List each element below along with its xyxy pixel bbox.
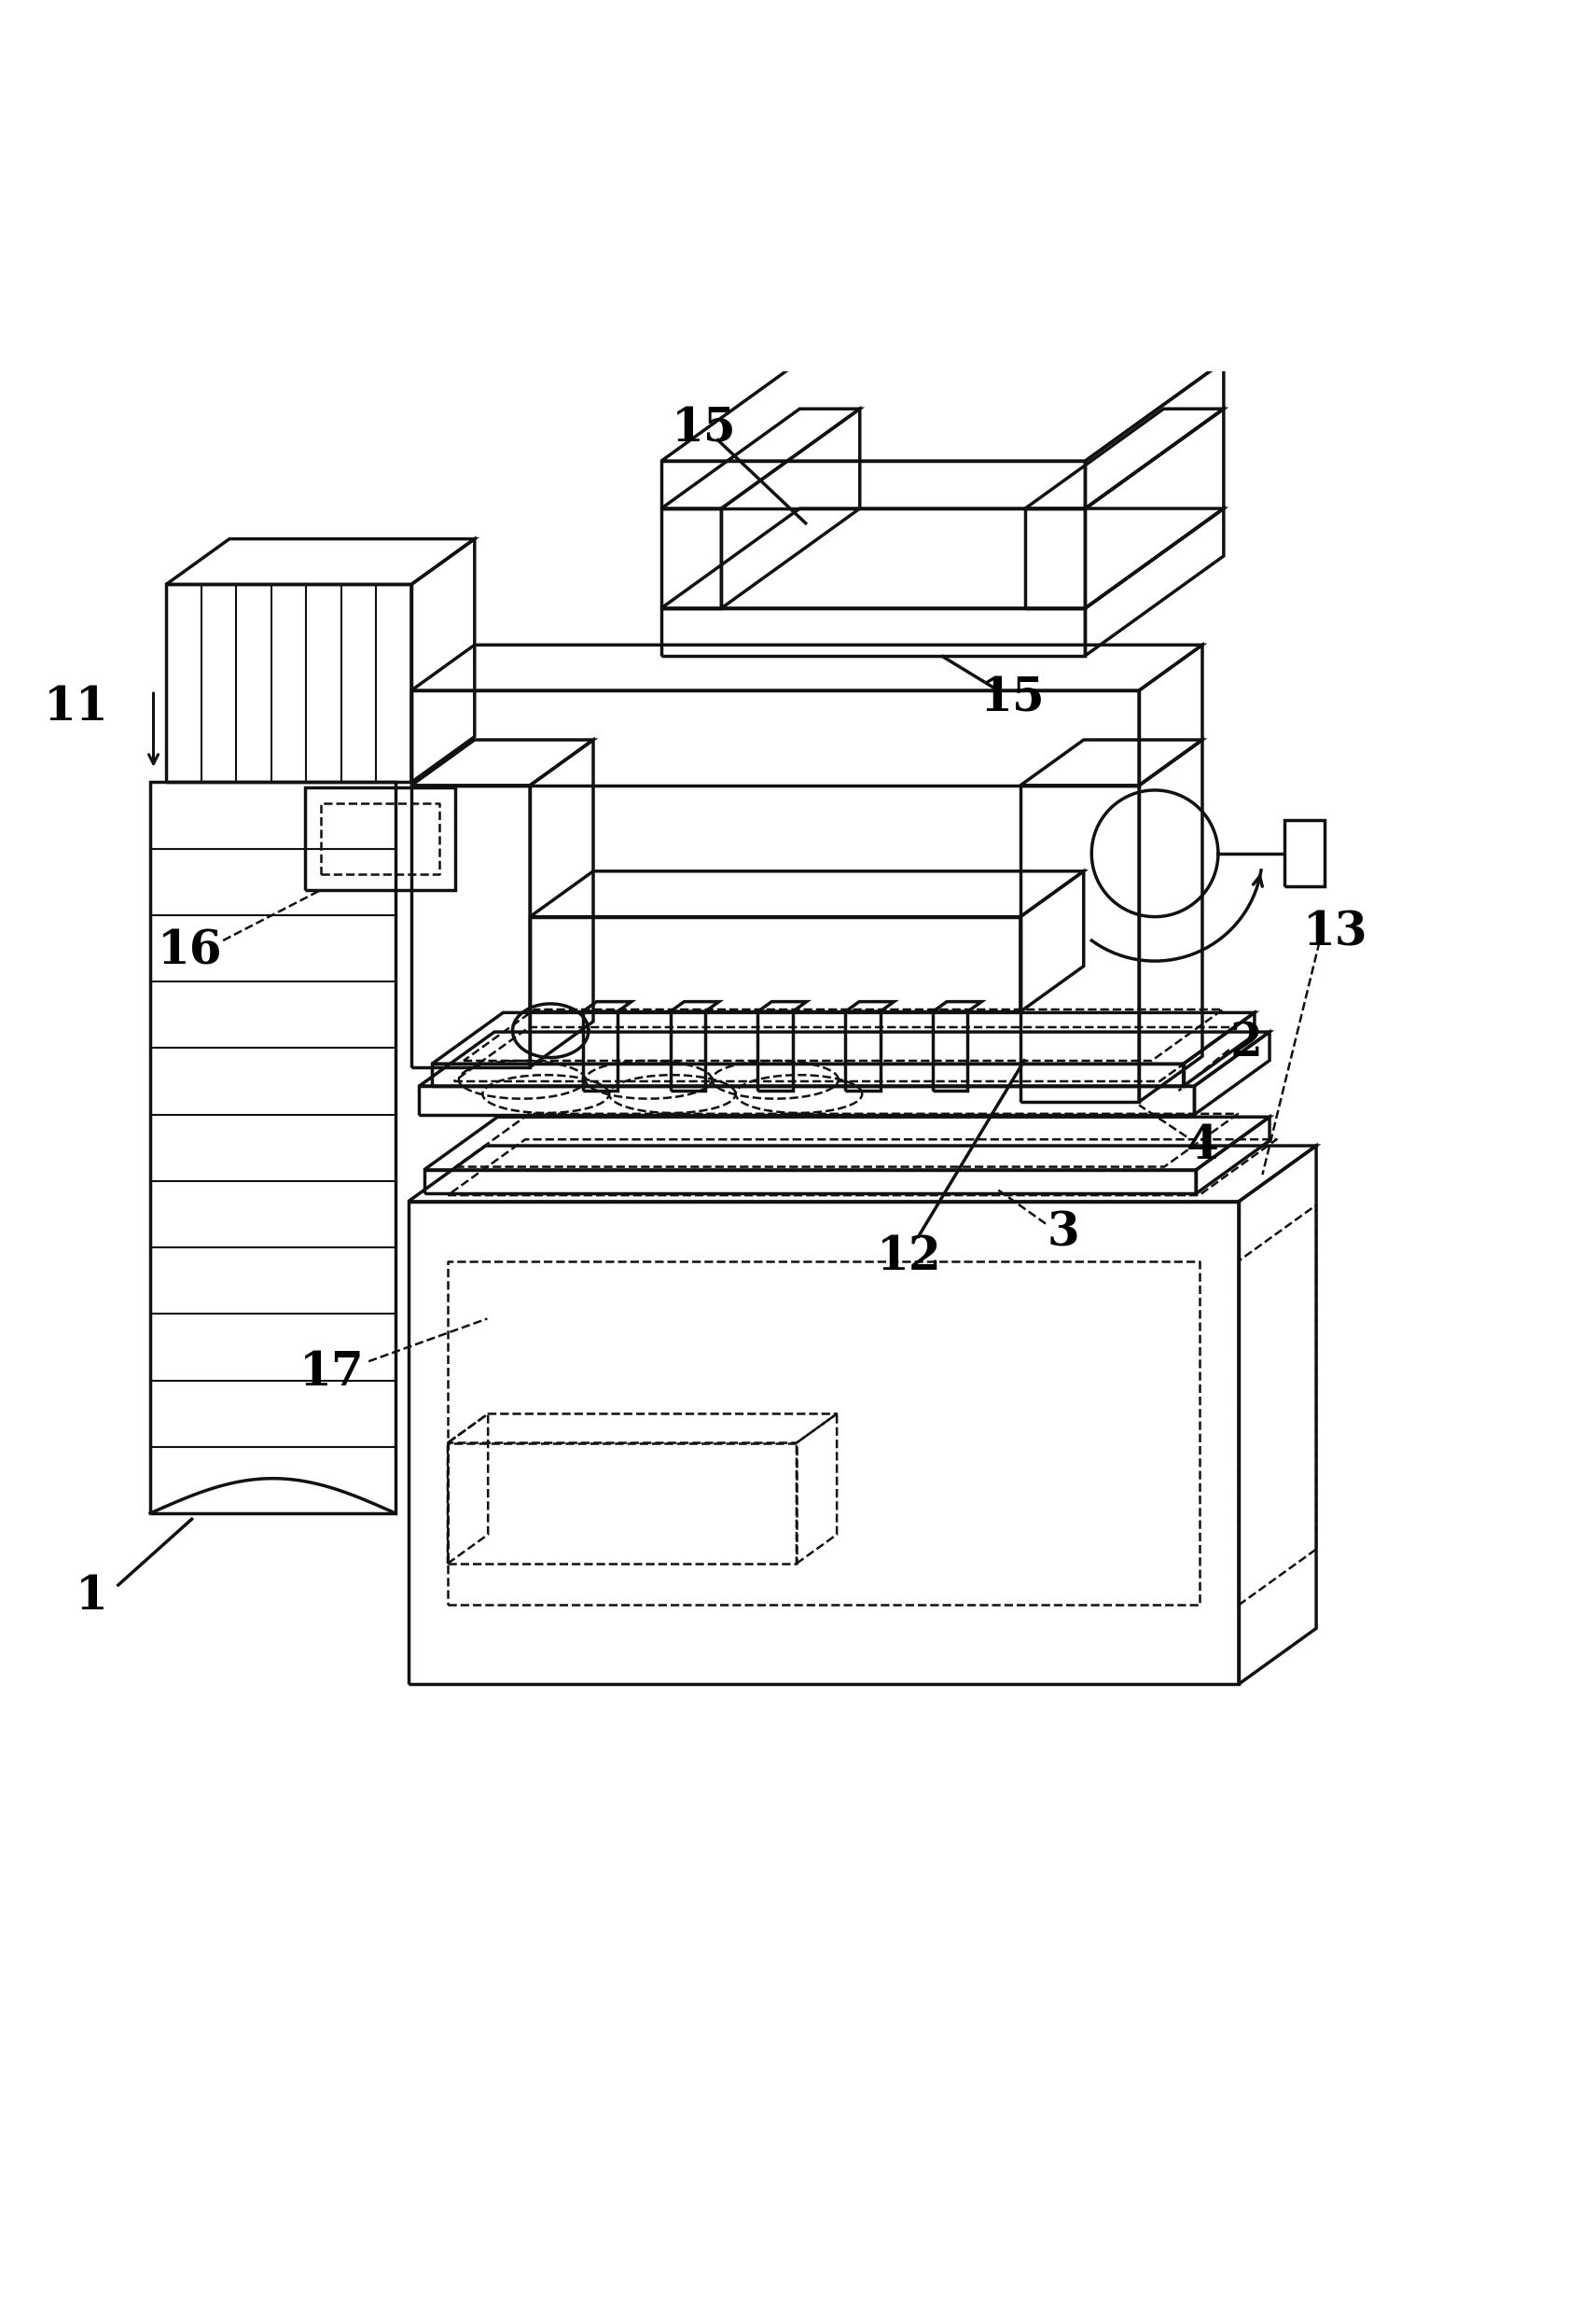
Text: 16: 16: [157, 930, 223, 974]
Text: 15: 15: [671, 407, 737, 453]
Text: 3: 3: [1047, 1211, 1079, 1255]
Text: 1: 1: [76, 1573, 108, 1620]
Text: 13: 13: [1302, 909, 1368, 955]
Text: 4: 4: [1186, 1122, 1218, 1169]
Text: 15: 15: [979, 676, 1046, 720]
Text: 12: 12: [876, 1234, 943, 1281]
Text: 11: 11: [43, 686, 109, 730]
Text: 2: 2: [1231, 1020, 1262, 1067]
Text: 17: 17: [299, 1350, 365, 1394]
